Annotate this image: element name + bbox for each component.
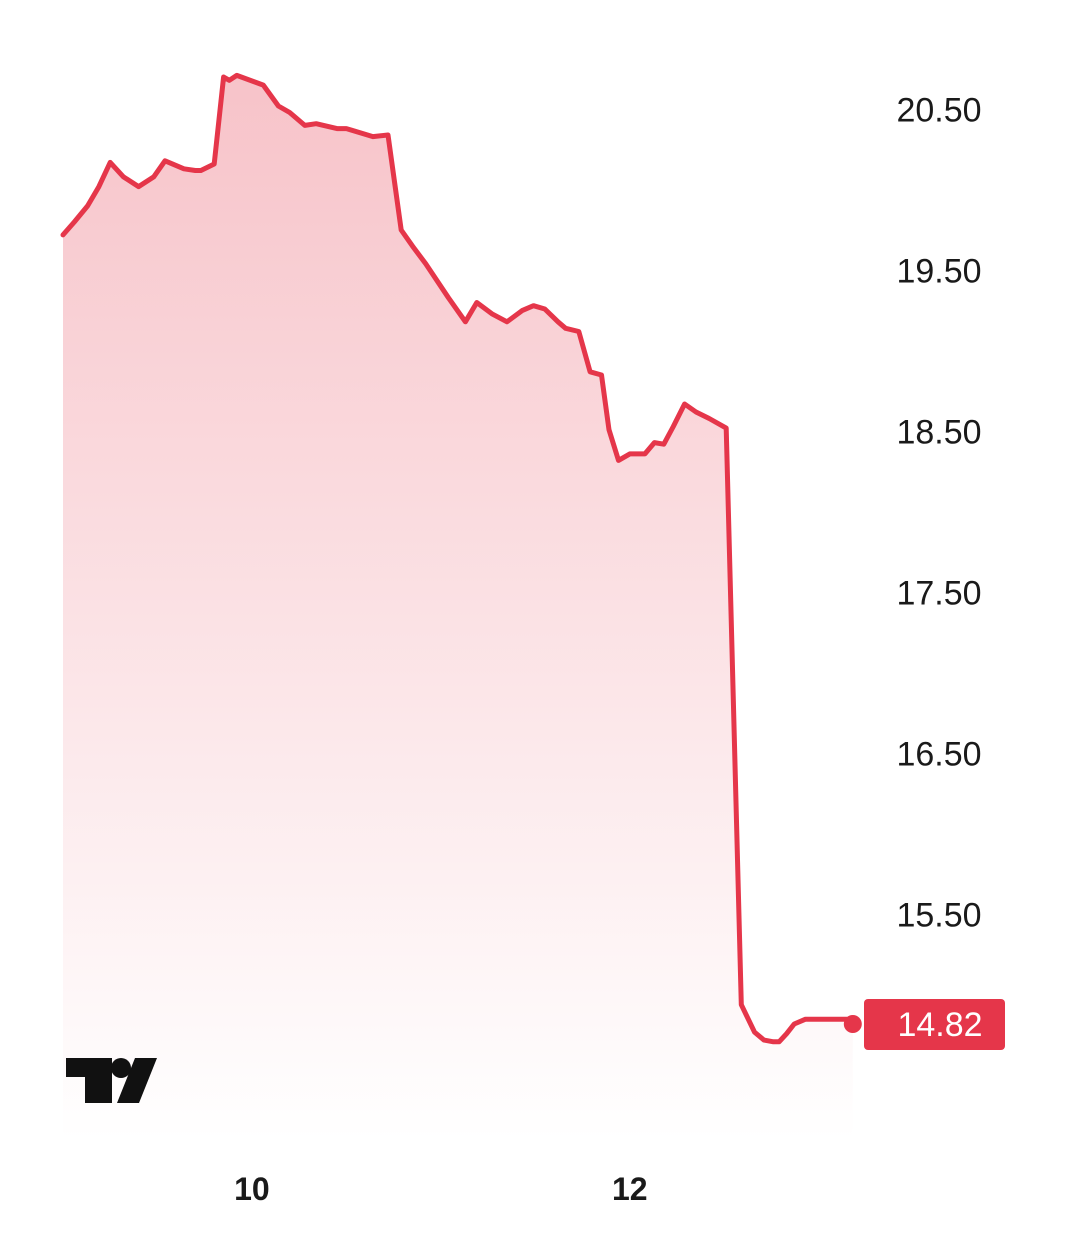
y-tick-label: 18.50 xyxy=(896,413,981,451)
y-tick-label: 16.50 xyxy=(896,736,981,774)
area-layer xyxy=(63,75,853,1140)
y-tick-label: 20.50 xyxy=(896,91,981,129)
last-price-badge-background xyxy=(864,999,1005,1050)
tradingview-logo-t-shape xyxy=(66,1058,112,1103)
y-tick-label: 19.50 xyxy=(896,252,981,290)
series-area-fill xyxy=(63,75,853,1140)
x-tick-label: 12 xyxy=(612,1171,648,1207)
series-line xyxy=(60,72,856,1045)
x-axis-ticks: 10 12 xyxy=(234,1171,647,1207)
tradingview-logo-slash xyxy=(117,1058,157,1103)
x-tick-label: 10 xyxy=(234,1171,270,1207)
y-tick-label: 17.50 xyxy=(896,574,981,612)
last-price-label: 14.82 xyxy=(897,1006,982,1044)
tradingview-logo-dot xyxy=(111,1058,131,1078)
y-axis-ticks: 20.50 19.50 18.50 17.50 16.50 15.50 xyxy=(896,91,981,934)
last-price-dot xyxy=(843,1015,862,1033)
tradingview-logo-icon xyxy=(66,1058,157,1103)
line-layer xyxy=(60,72,856,1045)
y-tick-label: 15.50 xyxy=(896,897,981,935)
last-price-badge: 14.82 xyxy=(864,999,1005,1050)
